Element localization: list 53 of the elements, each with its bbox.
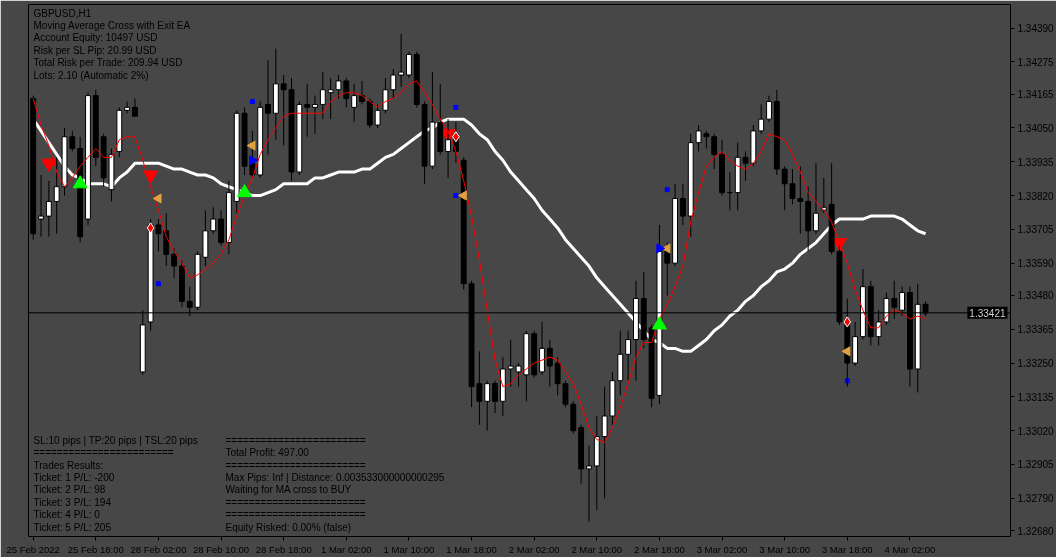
annotation: Equity Risked: 0.00% (false) xyxy=(225,521,352,533)
annotation: Ticket: 1 P/L: -200 xyxy=(33,471,115,483)
y-tick-label: 1.33365 xyxy=(1017,324,1055,336)
chart-title: GBPUSD,H1 xyxy=(33,7,92,19)
x-tick-label: 1 Mar 18:00 xyxy=(446,543,497,555)
annotation: ======================== xyxy=(225,509,366,521)
y-tick-label: 1.33020 xyxy=(1017,425,1055,437)
x-tick-label: 25 Feb 18:00 xyxy=(67,543,124,555)
y-tick-label: 1.33935 xyxy=(1017,156,1055,168)
x-tick-label: 3 Mar 10:00 xyxy=(759,543,811,555)
y-tick-label: 1.33480 xyxy=(1017,290,1055,302)
annotation: Moving Average Cross with Exit EA xyxy=(33,19,191,31)
annotation: ======================== xyxy=(225,496,366,508)
annotation: Max Pips: Inf | Distance: 0.003533000000000295 xyxy=(225,471,445,483)
x-tick-label: 28 Feb 18:00 xyxy=(255,543,312,555)
annotation: Waiting for MA cross to BUY xyxy=(225,484,352,496)
x-tick-label: 1 Mar 02:00 xyxy=(320,543,372,555)
y-tick-label: 1.32905 xyxy=(1017,459,1055,471)
y-tick-label: 1.34275 xyxy=(1017,56,1055,68)
annotation: Ticket: 4 P/L: 0 xyxy=(33,509,101,521)
x-tick-label: 1 Mar 10:00 xyxy=(383,543,435,555)
x-tick-label: 2 Mar 02:00 xyxy=(508,543,560,555)
y-tick-label: 1.34050 xyxy=(1017,122,1055,134)
annotation: Ticket: 2 P/L: 98 xyxy=(33,484,106,496)
annotation: ======================== xyxy=(225,459,366,471)
y-tick-label: 1.34165 xyxy=(1017,89,1055,101)
annotation: Total Profit: 497.00 xyxy=(225,447,310,459)
annotation: Risk per SL Pip: 20.99 USD xyxy=(33,44,157,56)
y-tick-label: 1.33590 xyxy=(1017,258,1055,270)
annotation: Ticket: 3 P/L: 194 xyxy=(33,496,112,508)
y-tick-label: 1.32790 xyxy=(1017,493,1055,505)
x-tick-label: 2 Mar 10:00 xyxy=(571,543,623,555)
x-tick-label: 25 Feb 2022 xyxy=(6,543,60,555)
annotation: Account Equity: 10497 USD xyxy=(33,32,158,44)
x-tick-label: 3 Mar 02:00 xyxy=(696,543,748,555)
x-tick-label: 2 Mar 18:00 xyxy=(634,543,685,555)
x-tick-label: 28 Feb 02:00 xyxy=(130,543,187,555)
y-tick-label: 1.32680 xyxy=(1017,525,1055,537)
y-tick-label: 1.34390 xyxy=(1017,23,1055,35)
x-tick-label: 28 Feb 10:00 xyxy=(193,543,250,555)
annotation: Lots: 2.10 (Automatic 2%) xyxy=(33,69,149,81)
annotation: ======================== xyxy=(225,434,366,446)
y-tick-label: 1.33820 xyxy=(1017,190,1055,202)
annotation: SL:10 pips | TP:20 pips | TSL:20 pips xyxy=(33,434,198,446)
annotation: ======================== xyxy=(33,447,174,459)
y-tick-label: 1.33135 xyxy=(1017,391,1055,403)
y-tick-label: 1.33705 xyxy=(1017,224,1055,236)
y-tick-label: 1.33250 xyxy=(1017,358,1055,370)
annotation: Ticket: 5 P/L: 205 xyxy=(33,521,112,533)
x-tick-label: 3 Mar 18:00 xyxy=(821,543,873,555)
annotation: Total Risk per Trade: 209.94 USD xyxy=(33,57,183,69)
ref-line-label: 1.33421 xyxy=(969,307,1006,319)
annotation: Trades Results: xyxy=(33,459,104,471)
